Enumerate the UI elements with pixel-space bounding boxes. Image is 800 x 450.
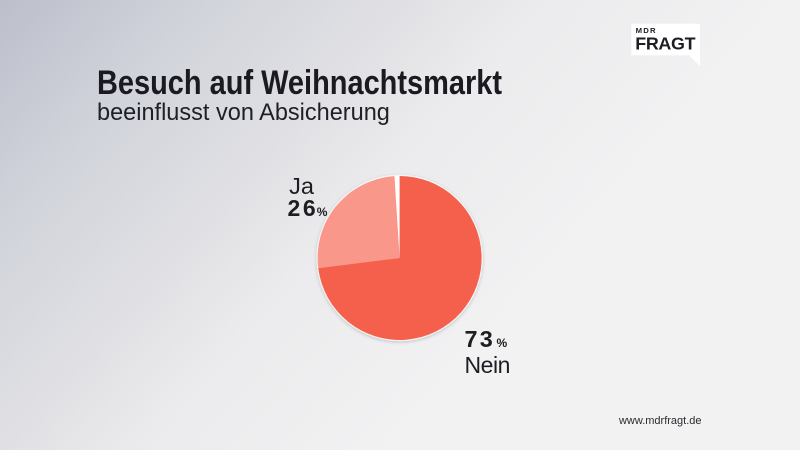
svg-text:MDR: MDR bbox=[636, 26, 657, 35]
svg-text:FRAGT: FRAGT bbox=[635, 34, 695, 54]
